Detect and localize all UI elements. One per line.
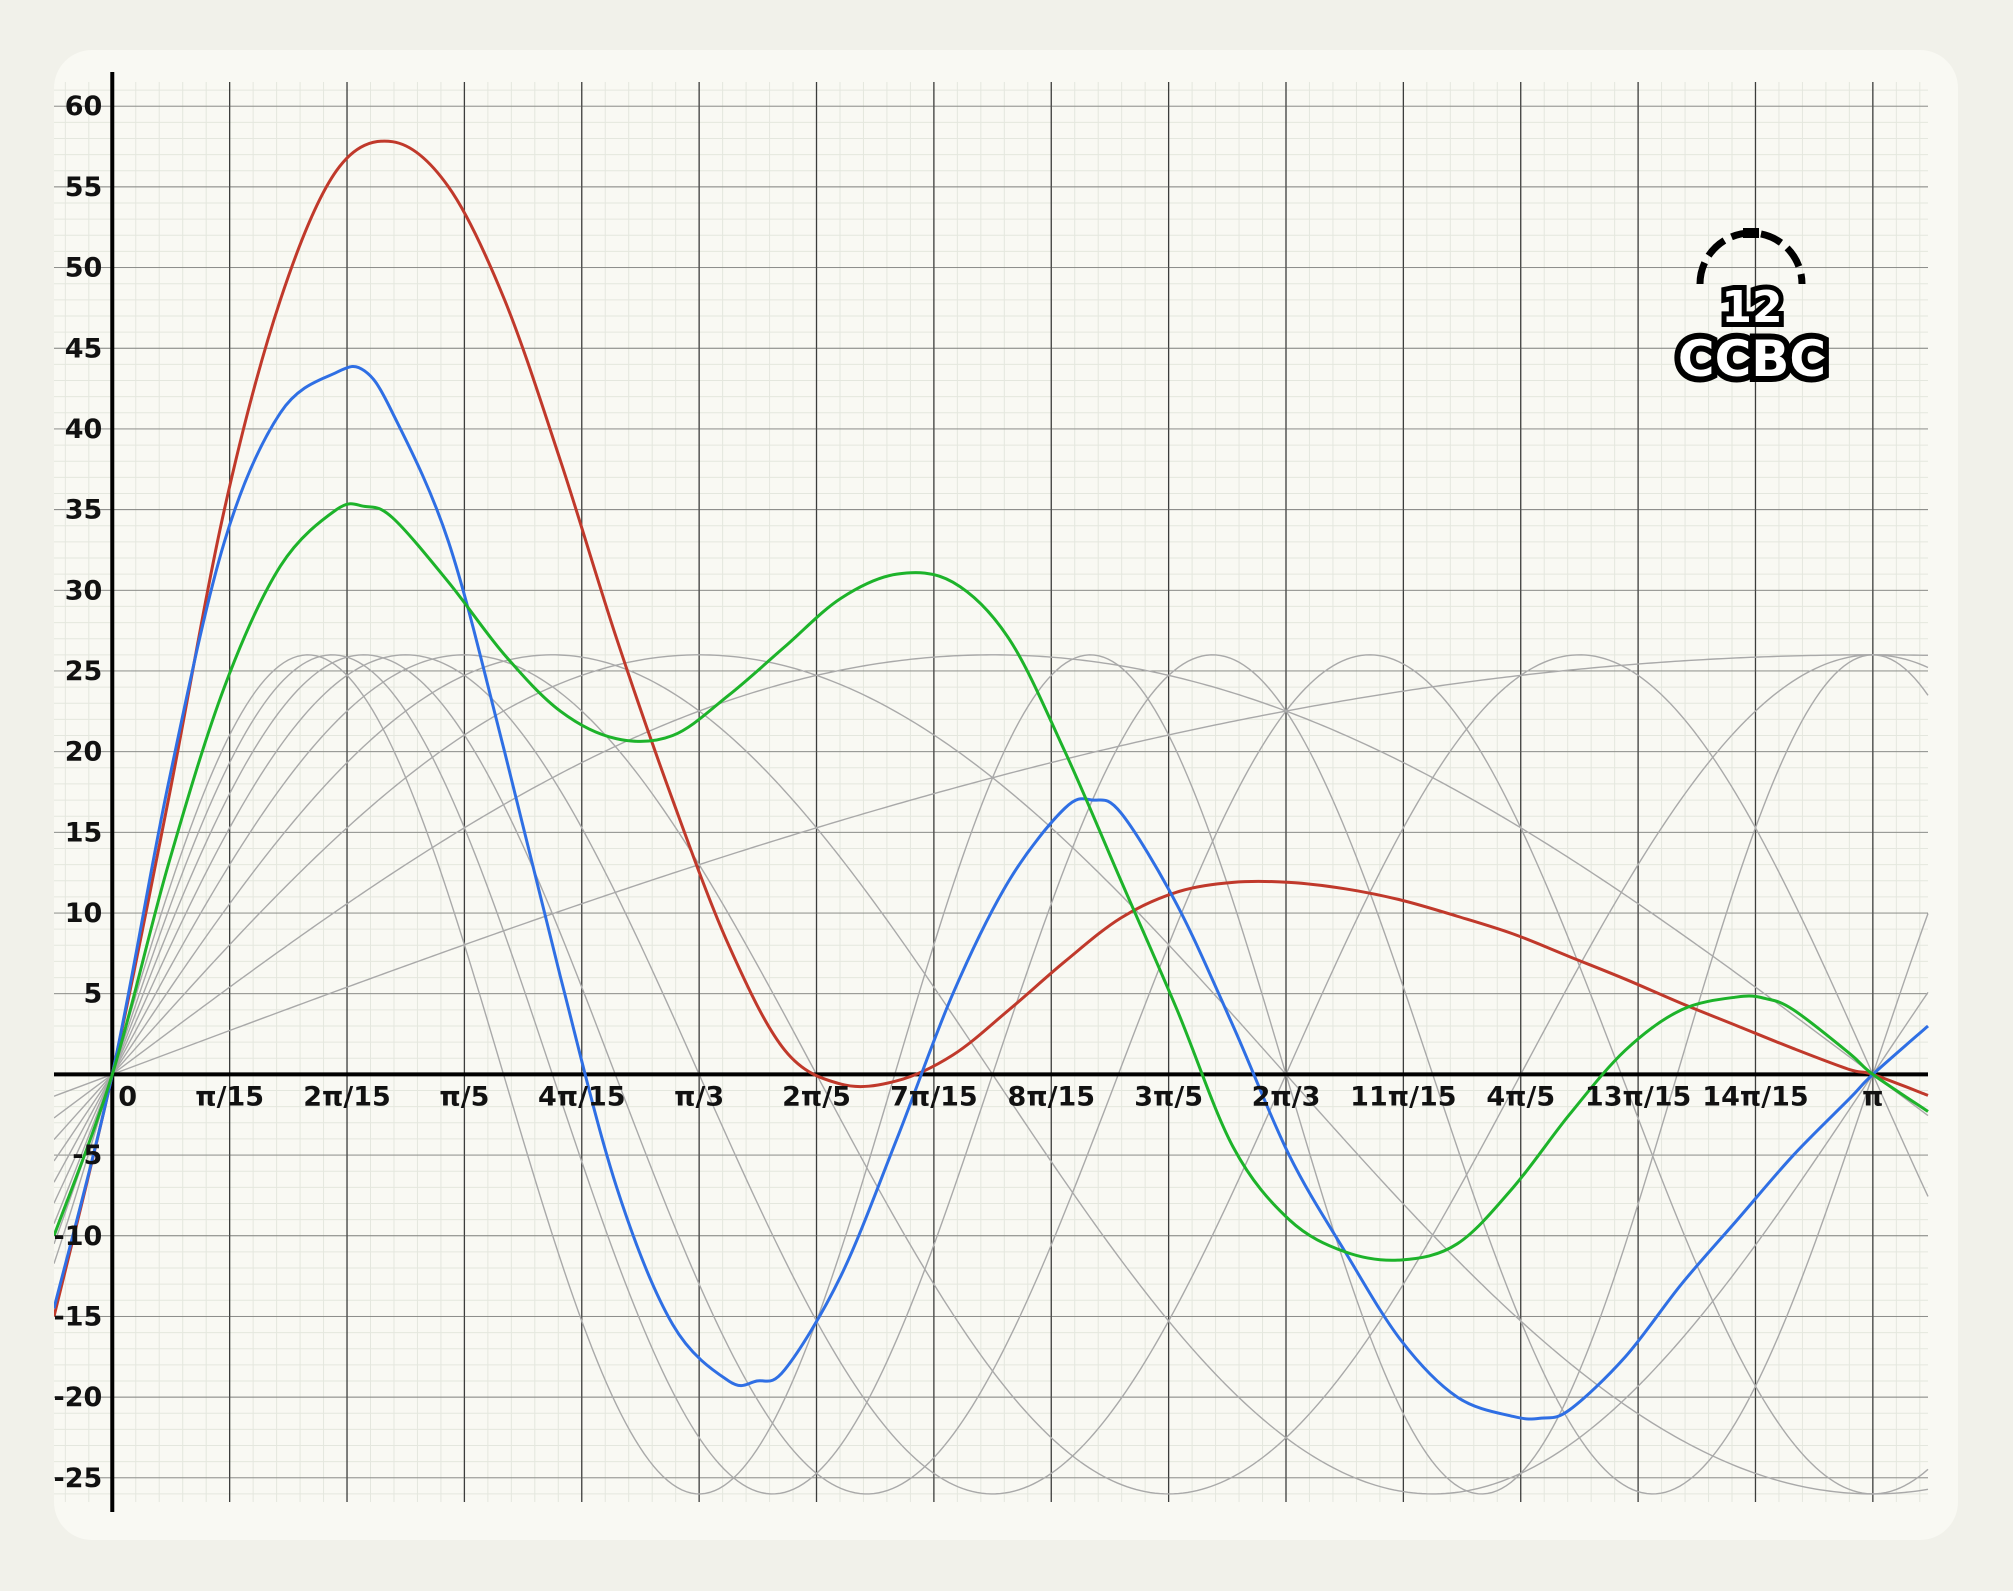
y-tick-label: -25	[54, 1463, 102, 1494]
series-line-2	[54, 365, 1929, 1421]
logo-letters: CCBC	[1678, 330, 1826, 388]
x-tick-label: 4π/15	[538, 1081, 626, 1112]
x-tick-label: 11π/15	[1350, 1081, 1456, 1112]
x-tick-label: 4π/5	[1486, 1081, 1555, 1112]
x-tick-label: 14π/15	[1702, 1081, 1808, 1112]
y-tick-label: 60	[65, 91, 103, 122]
y-tick-label: 10	[65, 898, 103, 929]
y-tick-label: -5	[72, 1140, 102, 1171]
y-tick-label: -20	[54, 1382, 102, 1413]
x-tick-label: 2π/3	[1252, 1081, 1321, 1112]
y-tick-label: 25	[65, 656, 103, 687]
x-tick-label: 3π/5	[1134, 1081, 1203, 1112]
x-tick-label: 2π/5	[782, 1081, 851, 1112]
minor-grid	[54, 82, 1928, 1502]
component-curve	[54, 654, 1929, 1495]
y-tick-label: 55	[65, 172, 103, 203]
component-curve	[54, 654, 1929, 1119]
x-tick-label: 13π/15	[1585, 1081, 1691, 1112]
ccbc-logo: 12 CCBC	[1672, 228, 1832, 394]
x-tick-label: π/5	[439, 1081, 489, 1112]
y-tick-label: 35	[65, 495, 103, 526]
series-line-3	[54, 502, 1929, 1262]
x-tick-label: π/15	[195, 1081, 264, 1112]
stopwatch-button-icon	[1743, 228, 1759, 238]
y-tick-label: 15	[65, 817, 103, 848]
y-tick-label: 5	[83, 979, 102, 1010]
component-curve	[54, 654, 1929, 1495]
y-tick-label: -15	[54, 1301, 102, 1332]
y-tick-label: 45	[65, 333, 103, 364]
component-curve	[54, 654, 1929, 1495]
x-tick-label: π	[1862, 1081, 1883, 1112]
component-curve	[54, 654, 1929, 1495]
component-curve	[54, 654, 1929, 1097]
y-tick-label: 20	[65, 737, 103, 768]
logo-number: 12	[1721, 282, 1782, 333]
y-tick-label: 50	[65, 253, 103, 284]
series-line-1	[54, 139, 1929, 1317]
y-tick-label: -10	[54, 1221, 102, 1252]
stopwatch-ring-icon	[1696, 229, 1806, 285]
major-grid	[54, 82, 1928, 1502]
x-tick-label: 8π/15	[1007, 1081, 1095, 1112]
x-tick-label: 7π/15	[890, 1081, 978, 1112]
chart-card: 0 π/15 2π/15 π/5 4π/15 π/3 2π/5 7π/15 8π/15 3π/5 2…	[54, 50, 1958, 1540]
x-tick-label: 2π/15	[303, 1081, 391, 1112]
axes	[54, 72, 1928, 1512]
component-curve	[54, 654, 1929, 1495]
x-tick-label: π/3	[674, 1081, 724, 1112]
y-tick-label: 30	[65, 575, 103, 606]
data-series	[54, 139, 1929, 1421]
x-tick-label: 0	[118, 1081, 137, 1112]
x-tick-labels: 0 π/15 2π/15 π/5 4π/15 π/3 2π/5 7π/15 8π/15 3π/5 2…	[118, 1081, 1883, 1112]
chart: 0 π/15 2π/15 π/5 4π/15 π/3 2π/5 7π/15 8π/15 3π/5 2…	[54, 72, 1929, 1512]
y-tick-labels: 60 55 50 45 40 35 30 25 20 15 10 5 -5 -10 -15 -20 -25	[54, 91, 102, 1494]
y-tick-label: 40	[65, 414, 103, 445]
component-curve	[54, 654, 1929, 1495]
